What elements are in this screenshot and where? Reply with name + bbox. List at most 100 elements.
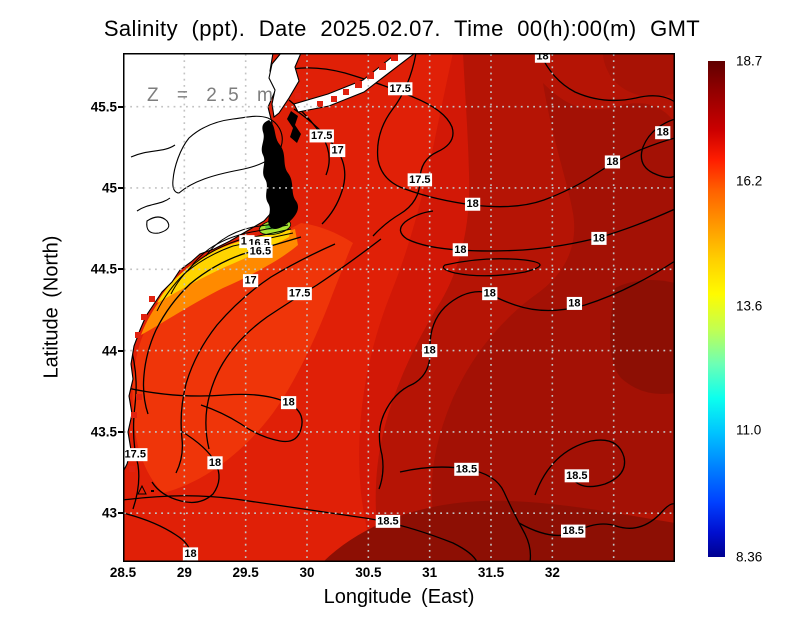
contour-label: 18 [657,127,669,139]
contour-label: 17.5 [311,130,332,142]
y-tick-label: 43 [101,505,117,521]
x-tick-label: 28.5 [109,565,137,580]
depth-annotation: Z = 2.5 m [147,85,276,106]
contour-18-west [123,386,303,443]
y-tick-label: 45 [101,180,117,196]
x-tick-label: 31.5 [477,565,505,580]
contour-label: 18 [568,297,580,309]
contour-label-box [207,456,223,470]
delta-lagoon-small [146,216,170,234]
contour-label-box [464,197,481,211]
salinity-map: 17.517.51717.51818181818181818181516.516… [123,53,675,562]
contour-18-top [539,53,675,103]
contour-label: 18 [484,288,496,300]
contour-18p5-curl-a [534,439,626,496]
contour-label-box [566,296,583,310]
contour-label: 18 [466,198,478,210]
colorbar-tick-label: 16.2 [736,173,763,189]
contour-label: 16.5 [250,245,271,257]
contour-18-lens [442,258,541,277]
contour-label: 18.5 [456,463,477,475]
y-tick-mark [118,430,124,433]
sea-darkest-pocket [610,279,675,394]
contour-label: 17.5 [409,174,430,186]
contour-label-box [309,129,334,143]
contour-label: 18 [606,156,618,168]
contour-label: 17.5 [390,83,411,95]
gridlines [124,54,674,561]
contour-label: 18 [282,397,294,409]
contour-17p5-north [250,67,454,237]
x-tick-label: 29 [176,565,192,580]
contour-label-box [123,448,148,462]
contour-label: 18 [536,53,548,62]
contour-18p5-sweep [123,495,478,562]
lagoon-outline [172,115,283,194]
contour-label: 18.5 [566,470,587,482]
contour-label: 17 [244,275,256,287]
contour-label-box [182,547,199,561]
y-tick-label: 43.5 [90,424,117,440]
colorbar [708,61,725,557]
contour-label-box [330,144,346,158]
contour-label: 18 [593,232,605,244]
contour-label-box [564,469,590,483]
contour-18-southwest-loop [151,430,220,504]
contour-label: 18 [209,457,221,469]
contour-label-box [248,244,273,258]
colorbar-tick-label: 11.0 [736,422,762,438]
contour-label-box [280,396,297,410]
y-tick-mark [118,512,124,515]
y-tick-mark [118,268,124,271]
x-tick-label: 30 [299,565,315,580]
contour-label-box [534,53,551,63]
delta-front-blob [156,111,301,312]
contour-17-plume-arc [175,243,336,474]
contour-label-box [591,231,607,245]
y-axis-title: Latitude (North) [40,235,63,379]
sea-darkest-bottom [323,500,675,562]
y-tick-mark [118,105,124,108]
contour-17p5-southwest [128,340,140,510]
x-tick-label: 29.5 [232,565,259,580]
x-tick-label: 30.5 [355,565,382,580]
contour-label-box [407,173,433,187]
y-tick-label: 44.5 [90,261,117,277]
contour-label-box [287,287,312,301]
contour-labels: 17.517.51717.51818181818181818181516.516… [123,53,671,561]
map-plot-area: 17.5 17.5 17 17.5 18 18 18 18 18 18 18 18 18 15 16.5 16… [123,53,675,562]
contour-label-box [655,126,671,140]
y-tick-mark [118,186,124,189]
y-tick-mark [118,349,124,352]
contour-label: 17 [332,145,344,157]
contour-label-box [560,524,586,538]
contour-16p5-plume-arc [142,236,302,415]
x-tick-label: 32 [544,565,560,580]
contour-18p5-mid [399,466,532,562]
contour-label: 18 [184,548,196,560]
colorbar-tick-label: 13.6 [736,298,763,314]
contour-label: 17.5 [289,288,310,300]
contour-label: 17.5 [125,449,146,461]
contour-17p5-plume-arc [205,238,382,450]
small-markers [137,484,154,495]
y-tick-label: 44 [101,343,117,359]
plot-border [123,53,675,562]
sea-dark-topright [603,53,675,98]
contour-label: 18 [424,345,436,357]
contour-label-box [452,243,468,257]
contour-label-box [242,274,259,288]
delta-channel-1 [130,144,176,158]
land-finger [268,53,302,119]
x-axis-title: Longitude (East) [323,586,475,608]
contour-label-box [422,344,438,358]
contour-18-topright [640,118,675,179]
contour-17-coast [293,108,346,225]
delta-channel-2 [136,197,171,212]
contour-label: 18 [454,244,466,256]
x-tick-label: 31 [422,565,438,580]
contour-label-box [604,155,621,169]
contour-label-box [375,514,401,528]
colorbar-tick-label: 8.36 [736,549,763,565]
